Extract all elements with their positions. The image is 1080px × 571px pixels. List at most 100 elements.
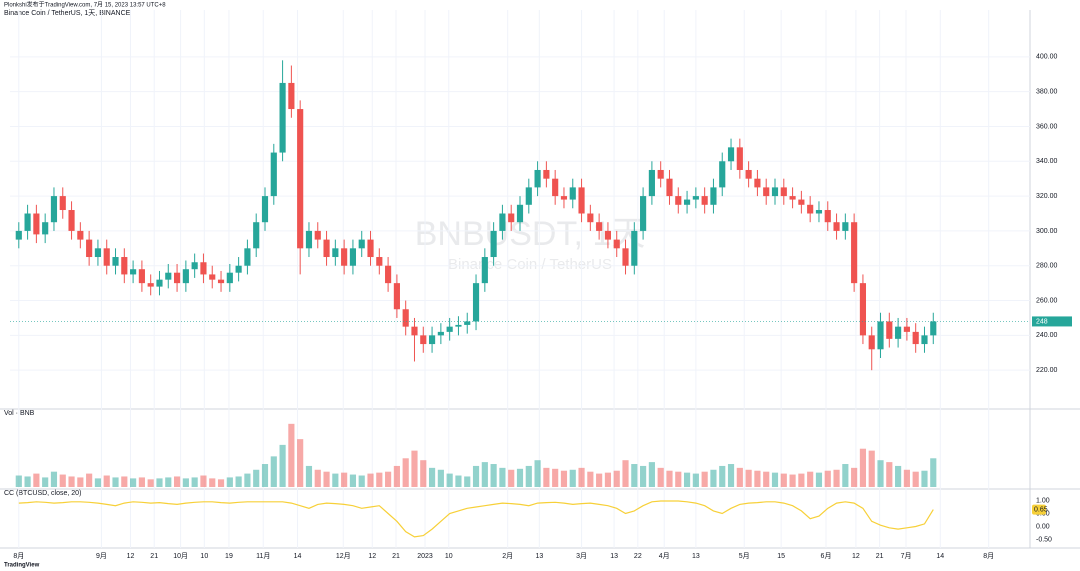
candle-body	[596, 222, 603, 231]
x-tick-label: 9月	[96, 552, 107, 560]
candle-body	[279, 82, 286, 153]
volume-bar	[613, 470, 620, 487]
candle-body	[763, 187, 770, 197]
volume-bar	[455, 475, 462, 487]
candle-body	[226, 272, 233, 284]
watermark-subtitle: Binance Coin / TetherUS	[448, 256, 612, 273]
volume-bar	[859, 448, 867, 487]
candle-body	[173, 272, 181, 284]
candle-body	[367, 239, 374, 258]
candle-body	[921, 335, 928, 345]
candle-body	[288, 82, 295, 110]
volume-bar	[719, 465, 726, 487]
candle-body	[675, 196, 682, 205]
volume-bar	[349, 474, 357, 487]
x-tick-label: 11月	[256, 552, 270, 560]
candle-body	[895, 326, 902, 339]
volume-bar	[332, 473, 339, 487]
volume-bar	[367, 473, 374, 487]
volume-bar	[903, 469, 910, 487]
y-tick-label: 260.00	[1036, 297, 1058, 304]
candle-body	[376, 257, 383, 266]
volume-bar	[701, 471, 708, 487]
candle-body	[877, 321, 884, 350]
volume-bar	[402, 458, 409, 487]
publish-note: Plonkshi发布于TradingView.com, 7月 15, 2023 …	[4, 1, 166, 9]
x-tick-label: 14	[294, 553, 302, 560]
candle-body	[622, 248, 629, 266]
volume-bar	[341, 472, 348, 487]
volume-bar	[587, 471, 594, 487]
candle-body	[780, 187, 787, 197]
candle-body	[657, 169, 664, 179]
volume-bar	[648, 462, 655, 487]
volume-bar	[569, 469, 576, 487]
x-tick-label: 19	[225, 553, 233, 560]
volume-bar	[763, 471, 770, 487]
candle-body	[341, 248, 348, 266]
candle-body	[534, 169, 541, 188]
volume-bar	[437, 469, 444, 487]
x-tick-label: 13	[692, 553, 700, 560]
candle-body	[815, 210, 823, 214]
volume-bar	[710, 469, 717, 487]
y-tick-label: 280.00	[1036, 263, 1058, 270]
volume-bar	[138, 477, 145, 487]
x-tick-label: 6月	[821, 552, 832, 560]
x-tick-label: 12	[127, 553, 135, 560]
volume-bar	[921, 470, 928, 487]
volume-bar	[147, 479, 154, 487]
x-tick-label: 8月	[983, 552, 994, 560]
candle-body	[789, 196, 796, 200]
volume-bar	[297, 439, 304, 487]
volume-bar	[420, 460, 427, 487]
candle-body	[525, 187, 532, 205]
candle-body	[437, 331, 444, 336]
volume-bar	[217, 479, 225, 487]
volume-bar	[683, 472, 691, 487]
volume-bar	[543, 467, 550, 487]
candle-body	[332, 248, 339, 258]
candle-body	[578, 187, 585, 214]
volume-bar	[930, 458, 937, 487]
candle-body	[253, 222, 260, 249]
candle-body	[428, 335, 436, 345]
volume-bar	[323, 471, 330, 487]
volume-bar	[692, 473, 699, 487]
volume-bar	[103, 475, 110, 487]
volume-bar	[824, 470, 831, 487]
x-tick-label: 21	[150, 553, 158, 560]
volume-bar	[121, 476, 128, 487]
volume-bar	[516, 468, 524, 487]
volume-bar	[675, 471, 682, 487]
x-tick-label: 14	[936, 553, 944, 560]
volume-bar	[94, 478, 102, 487]
volume-bar	[173, 476, 181, 487]
candle-body	[42, 222, 49, 235]
candle-body	[200, 262, 207, 275]
candle-body	[727, 147, 735, 162]
volume-bar	[385, 471, 392, 487]
volume-bar	[912, 471, 919, 487]
volume-bar	[780, 473, 787, 487]
candle-body	[191, 262, 198, 270]
x-tick-label: 21	[876, 553, 884, 560]
volume-bar	[24, 476, 31, 487]
candle-body	[420, 335, 427, 345]
y-tick-label: 320.00	[1036, 193, 1058, 200]
candle-body	[156, 279, 163, 287]
x-tick-label: 4月	[659, 552, 670, 560]
candle-body	[209, 274, 216, 280]
y-tick-label: 0.00	[1036, 523, 1050, 530]
x-tick-label: 10月	[173, 552, 188, 560]
volume-bar	[305, 465, 313, 487]
volume-bar	[86, 473, 93, 487]
volume-bar	[833, 469, 840, 487]
candle-body	[393, 283, 400, 310]
volume-bar	[727, 464, 735, 487]
candle-body	[771, 187, 779, 197]
candle-body	[270, 152, 277, 197]
candle-body	[701, 196, 708, 205]
volume-bar	[481, 462, 488, 487]
candle-body	[903, 326, 910, 332]
